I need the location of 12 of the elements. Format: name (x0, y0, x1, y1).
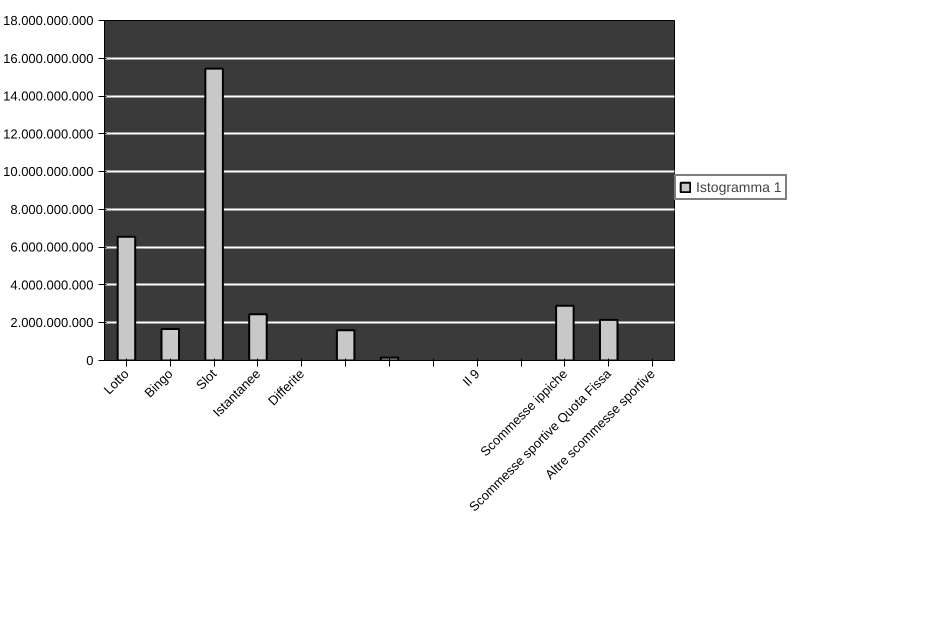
y-tick-label: 14.000.000.000 (3, 88, 94, 104)
y-tick-label: 4.000.000.000 (10, 277, 94, 292)
y-tick-label: 12.000.000.000 (3, 126, 94, 142)
x-tick-label: Il 9 (460, 366, 482, 390)
y-tick-label: 8.000.000.000 (10, 202, 94, 217)
y-tick-label: 6.000.000.000 (10, 240, 94, 255)
legend-label: Istogramma 1 (696, 179, 782, 195)
y-tick-label: 2.000.000.000 (10, 315, 94, 330)
y-tick-label: 10.000.000.000 (3, 164, 94, 180)
y-tick-label: 16.000.000.000 (3, 50, 94, 66)
y-tick-label: 0 (86, 353, 94, 368)
y-tick-label: 18.000.000.000 (3, 13, 94, 28)
